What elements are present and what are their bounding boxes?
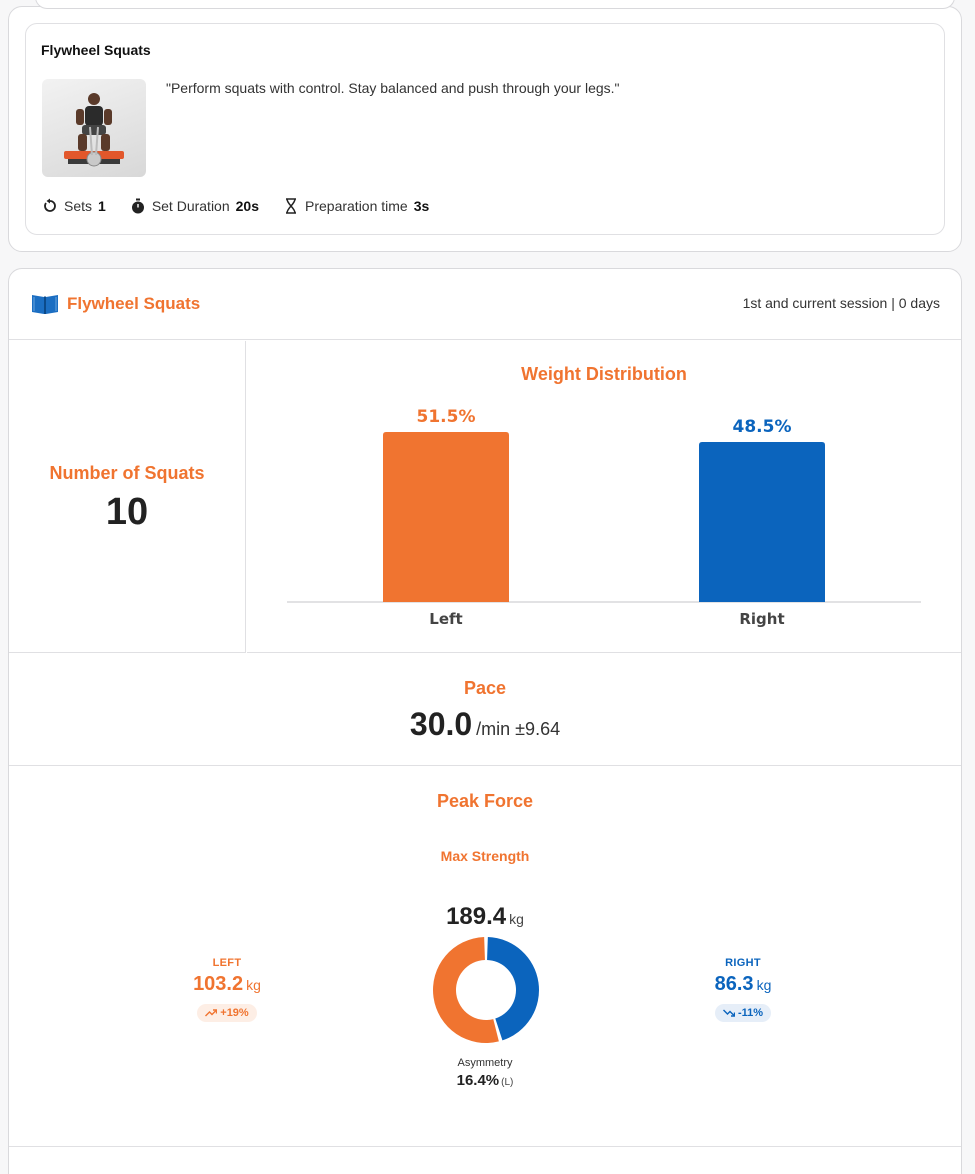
squats-count-label: Number of Squats — [49, 463, 205, 483]
right-delta-badge: -11% — [714, 1004, 772, 1022]
report-header: Flywheel Squats 1st and current session … — [9, 269, 961, 340]
weight-distribution-panel: Weight Distribution 51.5% Left 48.5% Right — [247, 341, 961, 653]
pace-title: Pace — [463, 678, 507, 698]
pace-value: 30.0 — [409, 706, 473, 742]
repeat-icon — [44, 198, 56, 212]
exercise-title: Flywheel Squats — [41, 42, 151, 58]
x-tick-label: Left — [429, 610, 462, 628]
peak-force-panel: Peak Force Max Strength 189.4 kg LEFT 103… — [9, 767, 961, 1147]
max-strength-label: Max Strength — [440, 848, 530, 864]
pace-unit: /min ±9.64 — [476, 719, 561, 739]
squat-figure-icon — [64, 93, 124, 167]
weight-distribution-title: Weight Distribution — [521, 364, 687, 384]
bar-right — [699, 441, 825, 602]
meta-label: Sets — [64, 198, 93, 214]
asymmetry-value: 16.4% — [456, 1072, 500, 1089]
previous-card-edge — [35, 0, 955, 9]
squats-count-panel: Number of Squats 10 — [9, 341, 246, 653]
right-force-row: 86.3 kg — [683, 973, 803, 996]
total-force: 189.4 kg — [9, 903, 961, 931]
bar-left — [383, 432, 509, 602]
book-icon — [32, 295, 58, 314]
asymmetry-side: (L) — [501, 1077, 514, 1088]
session-report: Flywheel Squats 1st and current session … — [8, 268, 962, 1174]
meta-value: 1 — [98, 198, 106, 214]
x-tick-label: Right — [739, 610, 784, 628]
meta-value: 20s — [235, 198, 259, 214]
asymmetry-label: Asymmetry — [457, 1057, 513, 1069]
asymmetry-row: 16.4% (L) — [9, 1072, 961, 1090]
squats-count-value: 10 — [105, 491, 149, 533]
hourglass-icon — [286, 198, 296, 214]
pace-row: 30.0/min ±9.64 — [9, 706, 961, 743]
left-force-label: LEFT — [212, 957, 242, 969]
bar-value-label: 51.5% — [417, 407, 476, 427]
exercise-meta: Sets 1 Set Duration 20s Preparation time… — [42, 198, 453, 214]
pace-panel: Pace 30.0/min ±9.64 — [9, 654, 961, 766]
exercise-inner-card[interactable]: Flywheel Squats "Perform squats with con… — [25, 23, 945, 235]
report-title[interactable]: Flywheel Squats — [67, 294, 201, 313]
asymmetry: Asymmetry 16.4% (L) — [9, 1057, 961, 1090]
left-force-row: 103.2 kg — [167, 973, 287, 996]
peak-force-title: Peak Force — [436, 791, 534, 811]
meta-value: 3s — [413, 198, 430, 214]
meta-label: Set Duration — [151, 198, 230, 214]
trend-down-icon — [722, 1009, 735, 1017]
meta-sets: Sets 1 — [42, 198, 106, 214]
left-delta-value: +19% — [220, 1007, 249, 1019]
left-force-value: 103.2 — [193, 973, 244, 995]
total-force-unit: kg — [509, 911, 524, 927]
donut-slice-left — [433, 937, 499, 1043]
right-delta-value: -11% — [737, 1007, 764, 1019]
right-force-label: RIGHT — [725, 957, 761, 969]
trend-up-icon — [205, 1009, 218, 1017]
bar-value-label: 48.5% — [733, 417, 792, 437]
right-force-unit: kg — [756, 977, 772, 993]
left-delta-badge: +19% — [197, 1004, 257, 1022]
donut-slice-right — [487, 937, 539, 1041]
exercise-card: Flywheel Squats "Perform squats with con… — [8, 0, 962, 252]
meta-preparation-time: Preparation time 3s — [283, 198, 429, 214]
stopwatch-icon — [131, 198, 144, 214]
right-force: RIGHT 86.3 kg -11% — [683, 957, 803, 1022]
meta-label: Preparation time — [305, 198, 408, 214]
left-force: LEFT 103.2 kg +19% — [167, 957, 287, 1022]
left-force-unit: kg — [246, 977, 261, 993]
right-force-value: 86.3 — [714, 973, 754, 995]
force-donut-chart — [433, 937, 539, 1043]
exercise-description: "Perform squats with control. Stay balan… — [166, 80, 620, 96]
exercise-thumbnail[interactable] — [42, 79, 146, 177]
total-force-value: 189.4 — [446, 903, 507, 930]
meta-set-duration: Set Duration 20s — [130, 198, 259, 214]
session-info: 1st and current session | 0 days — [742, 295, 940, 311]
weight-distribution-chart: 51.5% Left 48.5% Right — [287, 407, 921, 628]
